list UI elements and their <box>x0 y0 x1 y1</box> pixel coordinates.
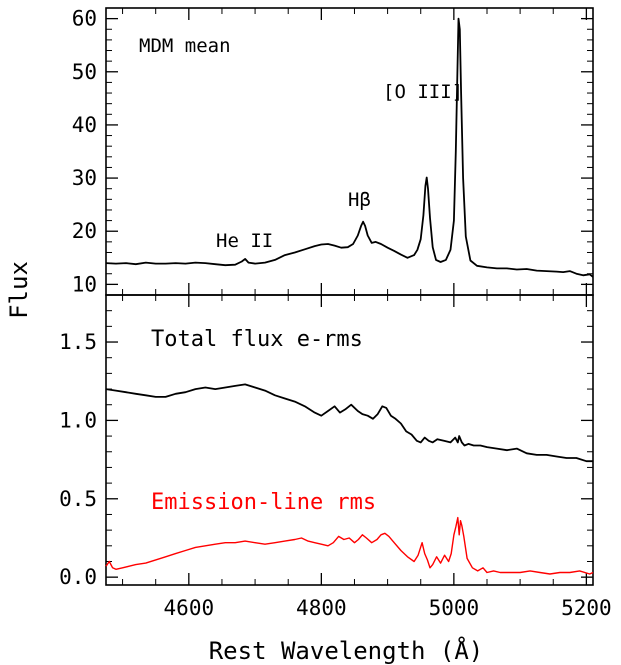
annotation-h-beta: Hβ <box>348 189 371 211</box>
y-axis-title: Flux <box>5 261 33 319</box>
bottom-ytick-label: 1.0 <box>59 408 97 432</box>
xtick-label: 4600 <box>164 596 215 620</box>
top-ytick-label: 10 <box>72 272 97 296</box>
xtick-label: 4800 <box>296 596 347 620</box>
top-ytick-label: 20 <box>72 219 97 243</box>
top-ytick-label: 60 <box>72 7 97 31</box>
annotation-he-ii: He II <box>216 230 273 252</box>
bottom-ytick-label: 0.5 <box>59 487 97 511</box>
bottom-series-line-1 <box>105 516 594 575</box>
top-panel-series <box>105 17 594 278</box>
bottom-panel-series <box>105 383 594 575</box>
top-panel-title: MDM mean <box>139 35 231 57</box>
top-ytick-label: 40 <box>72 113 97 137</box>
bottom-ytick-label: 1.5 <box>59 330 97 354</box>
bottom-ytick-label: 0.0 <box>59 565 97 589</box>
top-ytick-label: 30 <box>72 166 97 190</box>
bottom-panel-frame <box>105 294 594 586</box>
bottom-panel-ticks: 0.0 0.5 1.0 1.5 4600 4800 5000 5200 <box>59 294 612 620</box>
bottom-series-line-0 <box>105 383 593 463</box>
annotation-o-iii: [O III] <box>383 81 463 103</box>
top-panel-ticks: 10 20 30 40 50 60 <box>72 7 593 296</box>
series-label-emission-line: Emission-line rms <box>151 490 376 515</box>
x-axis-title: Rest Wavelength (Å) <box>209 636 484 665</box>
xtick-label: 5200 <box>561 596 612 620</box>
top-series-line-0 <box>105 17 594 278</box>
xtick-label: 5000 <box>429 596 480 620</box>
series-label-total-flux: Total flux e-rms <box>151 327 363 352</box>
top-ytick-label: 50 <box>72 60 97 84</box>
